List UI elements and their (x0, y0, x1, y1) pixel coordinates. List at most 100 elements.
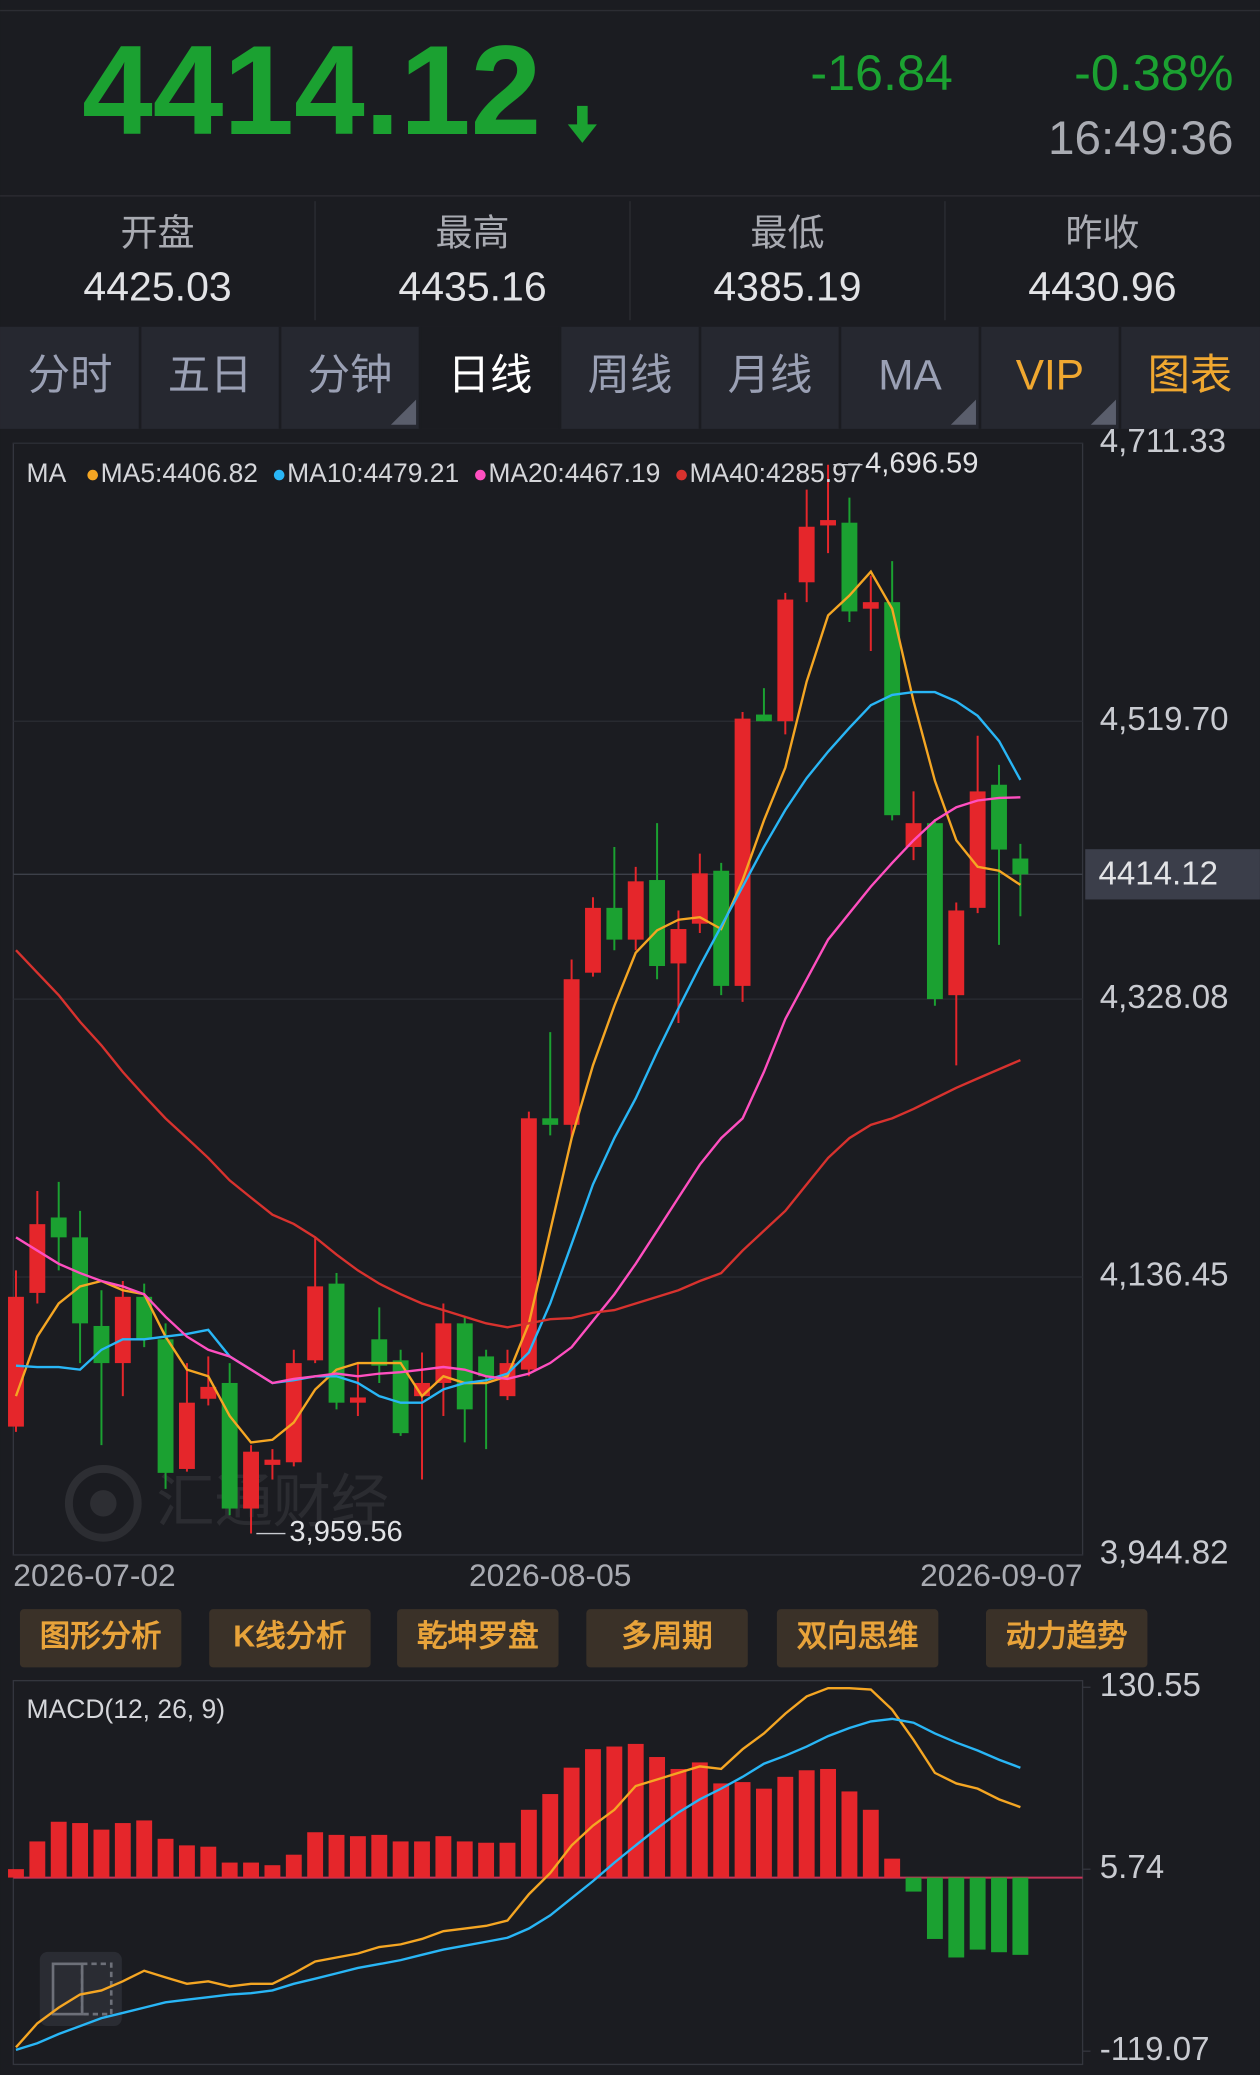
tab[interactable] (699, 326, 840, 429)
stat-label: 昨收 (1065, 211, 1139, 253)
tab[interactable] (1119, 326, 1260, 429)
tab-label[interactable]: 图表 (1148, 352, 1233, 399)
analysis-button[interactable] (19, 1609, 182, 1668)
macd-bar (520, 1809, 537, 1878)
analysis-button[interactable] (586, 1609, 748, 1668)
tab[interactable] (0, 326, 141, 429)
legend-dot (273, 469, 285, 481)
tab[interactable] (140, 326, 281, 429)
tab-label[interactable]: 分钟 (308, 352, 393, 399)
candle-body (606, 907, 623, 940)
macd-bar (777, 1776, 794, 1878)
x-tick-label: 2026-07-02 (13, 1557, 175, 1593)
macd-bar (349, 1836, 366, 1878)
tab-label[interactable]: VIP (1016, 352, 1084, 399)
y-tick-label: 4,519.70 (1100, 701, 1229, 738)
candle-body (926, 823, 943, 1000)
macd-bar (606, 1746, 623, 1878)
legend-label: MA5:4406.82 (101, 458, 258, 488)
macd-bar (649, 1757, 666, 1878)
macd-bar (8, 1869, 24, 1878)
tab-label[interactable]: 日线 (448, 352, 533, 399)
macd-bar (136, 1820, 153, 1878)
macd-line (15, 1686, 1021, 2049)
candle-body (307, 1286, 324, 1361)
tab-label[interactable]: 周线 (588, 352, 673, 399)
x-tick-label: 2026-09-07 (920, 1557, 1082, 1593)
candle-body (178, 1402, 195, 1469)
tab-label[interactable]: 分时 (28, 352, 113, 399)
macd-bar (969, 1877, 986, 1950)
stat-label: 最高 (435, 211, 509, 253)
tab-label[interactable]: 五日 (168, 352, 253, 399)
candle-body (691, 873, 708, 924)
legend-dot (475, 469, 486, 481)
stat-label: 开盘 (121, 211, 195, 253)
candle-body (820, 520, 836, 526)
analysis-button-label[interactable]: 多周期 (621, 1619, 712, 1653)
macd-bar (820, 1768, 836, 1878)
tab[interactable] (560, 326, 700, 429)
candle-body (670, 929, 687, 964)
legend-dot (87, 469, 99, 481)
macd-bar (884, 1858, 901, 1878)
candle-body (649, 880, 666, 967)
stat-value: 4425.03 (83, 264, 231, 310)
stat-label: 最低 (750, 211, 824, 253)
legend-label: MA40:4285.97 (690, 458, 862, 488)
analysis-button[interactable] (776, 1609, 939, 1668)
macd-bar (29, 1841, 46, 1878)
macd-bar (691, 1762, 708, 1878)
macd-bar (50, 1821, 67, 1878)
y-tick-label: 130.55 (1100, 1667, 1201, 1704)
analysis-button-label[interactable]: 图形分析 (40, 1619, 162, 1653)
stat-value: 4435.16 (398, 264, 546, 310)
candle-body (243, 1451, 259, 1509)
candle-body (798, 526, 815, 583)
macd-bar (114, 1823, 131, 1878)
candle-body (392, 1360, 409, 1434)
tab[interactable] (420, 326, 561, 429)
candle-body (136, 1296, 153, 1340)
price-change-pct: -0.38% (1074, 44, 1233, 101)
analysis-button[interactable] (985, 1609, 1148, 1668)
tab[interactable] (839, 326, 980, 429)
y-tick-label: 4,136.45 (1100, 1257, 1229, 1294)
candle-body (29, 1224, 46, 1293)
tab-label[interactable]: 月线 (728, 352, 813, 399)
macd-bar (734, 1782, 751, 1878)
analysis-button[interactable] (397, 1609, 559, 1668)
watermark: 汇通财经 (156, 1469, 389, 1534)
macd-bar (264, 1865, 281, 1878)
x-tick-label: 2026-08-05 (469, 1557, 631, 1593)
macd-bar (670, 1768, 687, 1878)
macd-bar (456, 1841, 473, 1878)
analysis-button[interactable] (209, 1609, 371, 1668)
candle-body (8, 1296, 24, 1427)
macd-bar (841, 1791, 858, 1878)
analysis-button-label[interactable]: K线分析 (233, 1619, 346, 1653)
analysis-button-label[interactable]: 动力趋势 (1006, 1619, 1128, 1653)
tab-label[interactable]: MA (878, 352, 942, 399)
tab[interactable] (280, 326, 421, 429)
analysis-button-label[interactable]: 乾坤罗盘 (417, 1618, 539, 1653)
macd-title: MACD(12, 26, 9) (27, 1694, 225, 1724)
y-tick-label: 4,711.33 (1100, 423, 1226, 460)
candle-body (221, 1382, 238, 1509)
macd-bar (926, 1877, 943, 1939)
analysis-button-label[interactable]: 双向思维 (797, 1619, 919, 1653)
macd-bar (478, 1842, 495, 1878)
legend-label: MA10:4479.21 (287, 458, 459, 488)
tab[interactable] (979, 326, 1120, 429)
ma-line (15, 949, 1021, 1329)
macd-bar (392, 1841, 409, 1878)
price: 4414.12 (82, 19, 541, 161)
candle-body (328, 1283, 345, 1403)
last-price-label: 4414.12 (1098, 855, 1218, 892)
stat-value: 4385.19 (713, 264, 861, 310)
down-arrow (567, 105, 597, 143)
last-price-box (1085, 849, 1260, 900)
macd-bar (221, 1862, 238, 1878)
candle-body (50, 1217, 67, 1238)
